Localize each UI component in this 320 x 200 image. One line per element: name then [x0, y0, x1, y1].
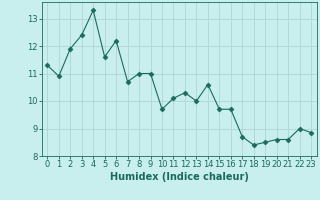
X-axis label: Humidex (Indice chaleur): Humidex (Indice chaleur) [110, 172, 249, 182]
